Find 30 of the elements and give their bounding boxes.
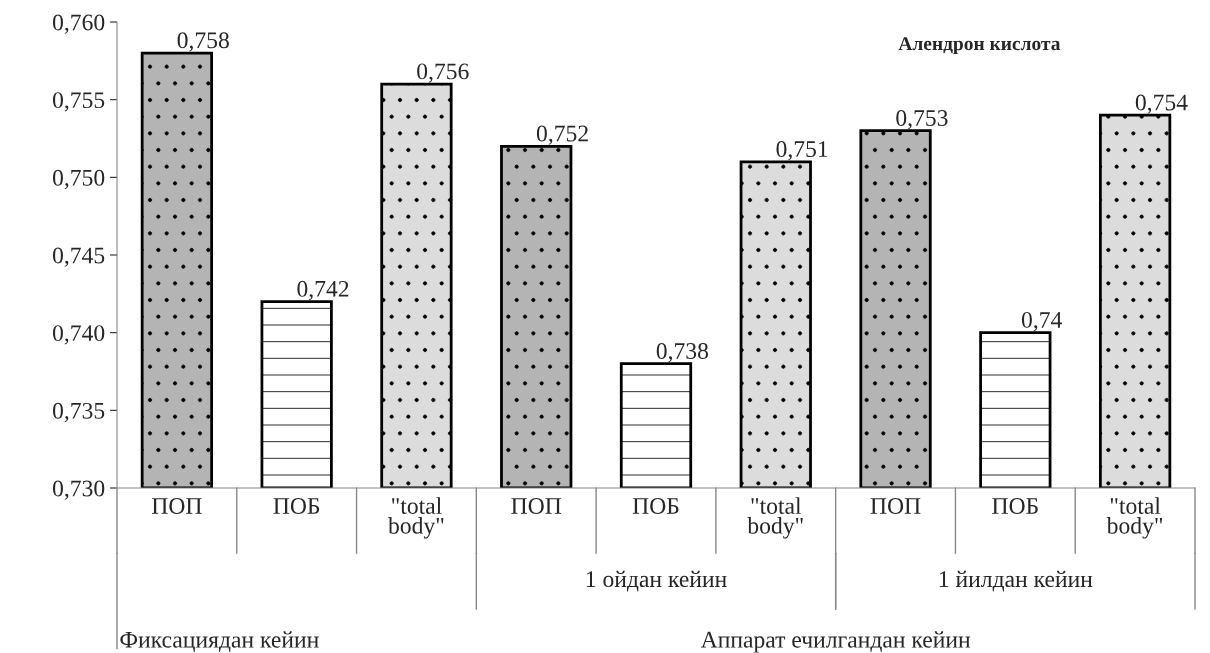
y-tick-label: 0,735 [52,402,105,423]
data-label: 0,751 [776,141,828,161]
data-label: 0,758 [177,32,229,52]
y-tick-label: 0,740 [52,325,105,345]
text: Фиксациядан кейин [120,631,319,653]
y-tick-label: 0,750 [52,169,105,190]
x-tick-label: "total body" [747,497,803,539]
y-tick-label: 0,730 [52,480,105,500]
text: Аппарат ечилгандан кейин [700,631,971,653]
x-tick-label: ПОП [151,498,202,514]
x-tick-label: ПОП [870,498,921,514]
text: 1 ойдан кейин [586,570,727,592]
data-label: 0,756 [417,63,469,83]
y-tick-label: 0,755 [52,92,105,112]
x-tick-label: "total body" [388,497,444,539]
data-label: 0,742 [297,280,349,301]
text: 1 йилдан кейин [939,570,1093,592]
data-label: 0,738 [656,343,709,363]
data-label: 0,754 [1135,94,1188,114]
x-tick-label: "total body" [1106,497,1163,539]
data-label: 0,753 [896,110,948,130]
x-tick-label: ПОБ [273,498,320,514]
x-tick-label: ПОБ [992,498,1038,514]
text: Алендрон кислота [898,37,1061,55]
x-tick-label: ПОП [511,498,562,514]
y-tick-label: 0,745 [52,247,105,267]
x-tick-label: ПОБ [632,498,679,514]
data-label: 0,752 [536,125,588,145]
data-label: 0,74 [1021,311,1062,332]
y-tick-label: 0,760 [52,14,105,34]
